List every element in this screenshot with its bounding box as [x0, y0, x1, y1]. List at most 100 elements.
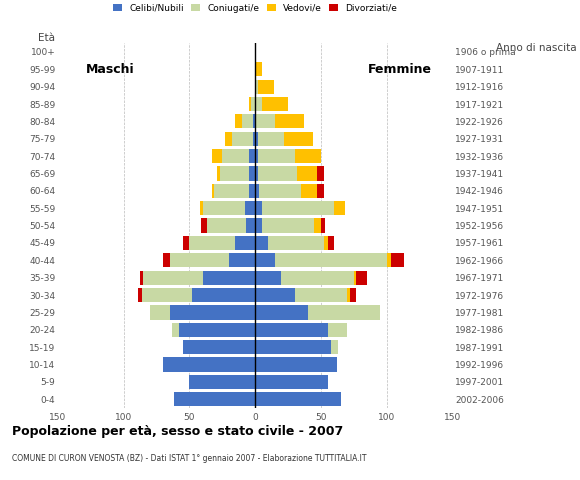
Bar [284, 132, 313, 146]
Bar [150, 305, 170, 320]
Bar [308, 305, 380, 320]
Bar [249, 184, 255, 198]
Bar [190, 236, 235, 250]
Text: Femmine: Femmine [368, 63, 432, 76]
Bar [317, 167, 324, 180]
Bar [143, 271, 202, 285]
Bar [190, 375, 255, 389]
Bar [258, 149, 295, 163]
Bar [170, 305, 255, 320]
Legend: Celibi/Nubili, Coniugati/e, Vedovi/e, Divorziati/e: Celibi/Nubili, Coniugati/e, Vedovi/e, Di… [110, 0, 401, 16]
Bar [245, 201, 255, 216]
Bar [328, 236, 334, 250]
Bar [183, 340, 255, 354]
Bar [163, 358, 255, 372]
Bar [255, 97, 262, 111]
Bar [220, 167, 249, 180]
Bar [142, 288, 192, 302]
Text: Maschi: Maschi [86, 63, 135, 76]
Bar [334, 201, 345, 216]
Bar [258, 80, 274, 94]
Bar [172, 323, 179, 337]
Bar [225, 132, 231, 146]
Bar [255, 305, 308, 320]
Bar [242, 114, 252, 129]
Bar [170, 253, 229, 267]
Bar [217, 167, 220, 180]
Bar [262, 201, 334, 216]
Bar [269, 236, 324, 250]
Bar [321, 218, 325, 233]
Bar [201, 218, 206, 233]
Bar [229, 253, 255, 267]
Bar [249, 97, 251, 111]
Bar [317, 184, 324, 198]
Bar [252, 132, 255, 146]
Bar [255, 392, 340, 407]
Bar [255, 132, 258, 146]
Bar [262, 97, 288, 111]
Bar [231, 132, 252, 146]
Bar [235, 236, 255, 250]
Bar [255, 149, 258, 163]
Bar [328, 323, 347, 337]
Bar [390, 253, 404, 267]
Bar [331, 340, 338, 354]
Bar [295, 149, 321, 163]
Bar [262, 218, 314, 233]
Bar [255, 201, 262, 216]
Bar [357, 271, 367, 285]
Bar [314, 218, 321, 233]
Bar [215, 184, 249, 198]
Bar [255, 114, 275, 129]
Bar [212, 184, 215, 198]
Bar [206, 218, 246, 233]
Bar [255, 62, 262, 76]
Bar [255, 323, 328, 337]
Bar [255, 184, 259, 198]
Bar [350, 288, 357, 302]
Bar [255, 340, 331, 354]
Bar [179, 323, 255, 337]
Bar [192, 288, 255, 302]
Bar [387, 253, 390, 267]
Bar [255, 253, 275, 267]
Bar [258, 167, 298, 180]
Bar [259, 184, 301, 198]
Bar [138, 288, 142, 302]
Bar [281, 271, 354, 285]
Bar [275, 253, 387, 267]
Bar [324, 236, 328, 250]
Bar [200, 201, 202, 216]
Bar [173, 392, 255, 407]
Text: Anno di nascita: Anno di nascita [496, 43, 577, 53]
Bar [249, 167, 255, 180]
Bar [222, 149, 249, 163]
Bar [354, 271, 357, 285]
Bar [212, 149, 222, 163]
Bar [183, 236, 190, 250]
Bar [275, 114, 304, 129]
Bar [258, 132, 284, 146]
Bar [255, 80, 258, 94]
Bar [347, 288, 350, 302]
Text: COMUNE DI CURON VENOSTA (BZ) - Dati ISTAT 1° gennaio 2007 - Elaborazione TUTTITA: COMUNE DI CURON VENOSTA (BZ) - Dati ISTA… [12, 454, 366, 463]
Bar [140, 271, 143, 285]
Bar [255, 288, 295, 302]
Bar [255, 358, 337, 372]
Bar [202, 271, 255, 285]
Text: Età: Età [38, 33, 55, 43]
Text: Popolazione per età, sesso e stato civile - 2007: Popolazione per età, sesso e stato civil… [12, 425, 343, 438]
Bar [235, 114, 242, 129]
Bar [249, 149, 255, 163]
Bar [255, 218, 262, 233]
Bar [251, 97, 255, 111]
Bar [252, 114, 255, 129]
Bar [295, 288, 347, 302]
Bar [298, 167, 317, 180]
Bar [301, 184, 317, 198]
Bar [246, 218, 255, 233]
Bar [202, 201, 245, 216]
Bar [255, 271, 281, 285]
Bar [255, 375, 328, 389]
